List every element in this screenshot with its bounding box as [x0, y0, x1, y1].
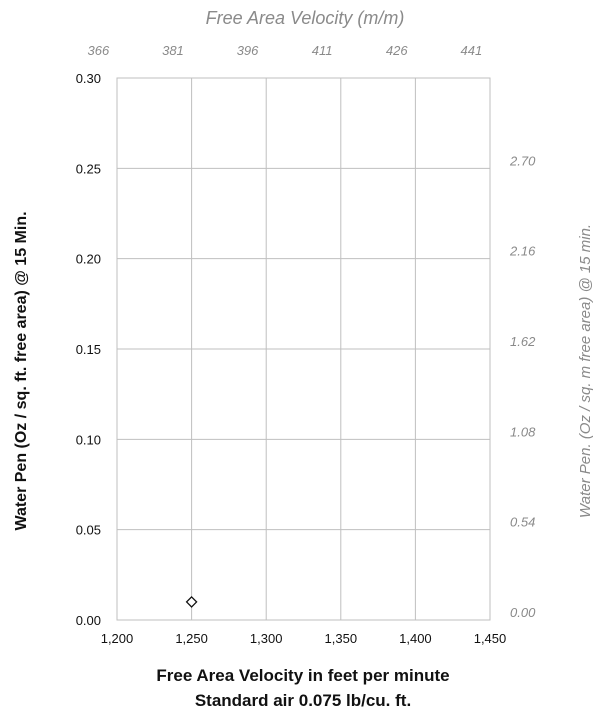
y-tick-label: 0.05: [76, 523, 101, 538]
y-tick-label: 0.15: [76, 342, 101, 357]
y2-tick-label: 2.70: [509, 153, 536, 168]
y2-tick-label: 1.62: [510, 334, 536, 349]
x2-tick-label: 381: [162, 43, 184, 58]
x-tick-label: 1,250: [175, 631, 208, 646]
y-tick-label: 0.00: [76, 613, 101, 628]
x-tick-label: 1,300: [250, 631, 283, 646]
x2-tick-label: 426: [386, 43, 408, 58]
x-tick-label: 1,450: [474, 631, 507, 646]
y2-tick-label: 0.54: [510, 515, 535, 530]
x-tick-label: 1,200: [101, 631, 134, 646]
data-point-diamond: [185, 596, 198, 608]
y2-tick-label: 2.16: [509, 244, 536, 259]
x-tick-label: 1,350: [325, 631, 358, 646]
data-points: [185, 596, 198, 608]
y-tick-label: 0.25: [76, 161, 101, 176]
plot-area: [116, 77, 491, 621]
x2-tick-label: 366: [87, 43, 109, 58]
y-tick-label: 0.10: [76, 432, 101, 447]
y-axis-title: Water Pen (Oz / sq. ft. free area) @ 15 …: [13, 211, 30, 530]
right-axis-title: Water Pen. (Oz / sq. m free area) @ 15 m…: [577, 224, 594, 518]
y-tick-label: 0.20: [76, 252, 101, 267]
tick-labels: 1,200 1,250 1,300 1,350 1,400 1,4500.000.050.…: [76, 43, 536, 646]
top-axis-title: Free Area Velocity (m/m): [206, 8, 405, 28]
y2-tick-label: 0.00: [510, 605, 536, 620]
x-axis-title: Free Area Velocity in feet per minute: [156, 666, 449, 685]
grid: [116, 77, 491, 621]
x-tick-label: 1,400: [399, 631, 432, 646]
x-axis-subtitle: Standard air 0.075 lb/cu. ft.: [195, 691, 411, 710]
x2-tick-label: 411: [312, 43, 333, 58]
x2-tick-label: 441: [460, 43, 482, 58]
x2-tick-label: 396: [237, 43, 259, 58]
y-tick-label: 0.30: [76, 71, 101, 86]
y2-tick-label: 1.08: [510, 424, 536, 439]
